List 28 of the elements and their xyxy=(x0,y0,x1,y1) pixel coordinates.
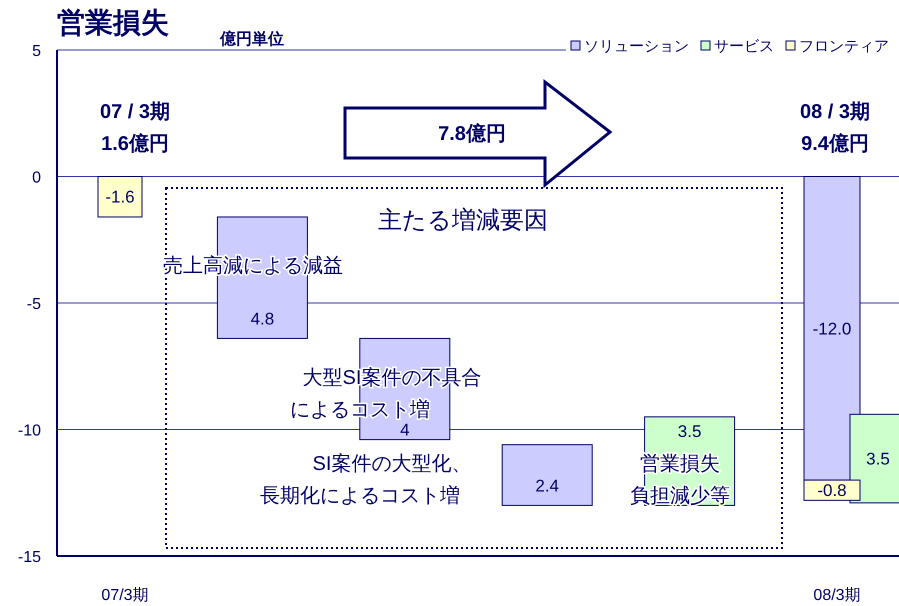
x-tick-label: 08 / 3期 xyxy=(800,101,870,123)
data-label: -0.8 xyxy=(817,481,847,500)
chart-subtitle: 億円単位 xyxy=(219,30,284,48)
data-label: 2.4 xyxy=(535,476,560,496)
y-tick-label: 5 xyxy=(32,43,42,60)
data-label: 3.5 xyxy=(866,450,890,469)
annotation: 主たる増減要因 xyxy=(378,207,548,234)
y-tick-label: -5 xyxy=(26,296,42,313)
annotation: 1.6億円 xyxy=(101,132,169,155)
legend-label: ソリューション xyxy=(584,38,689,55)
data-label: 3.5 xyxy=(678,422,702,441)
text: 07/3期 xyxy=(101,586,149,604)
text: 08/3期 xyxy=(813,586,861,604)
data-label: 4 xyxy=(400,420,410,440)
annotation: 7.8億円 xyxy=(438,122,506,145)
chart-title: 営業損失 xyxy=(57,7,169,38)
y-tick-label: 0 xyxy=(32,170,42,186)
data-label: -12.0 xyxy=(812,319,852,338)
data-label: 4.8 xyxy=(250,309,274,328)
x-tick-label: 07 / 3期 xyxy=(100,101,170,123)
y-tick-label: -15 xyxy=(18,549,42,566)
legend-label: サービス xyxy=(714,38,774,55)
annotation: 長期化によるコスト増 xyxy=(260,484,460,507)
annotation: SI案件の大型化、 xyxy=(312,452,472,475)
data-label: -1.6 xyxy=(105,188,135,207)
y-tick-label: -10 xyxy=(18,422,42,440)
legend-label: フロンティア xyxy=(799,38,889,55)
annotation: 9.4億円 xyxy=(801,132,869,155)
